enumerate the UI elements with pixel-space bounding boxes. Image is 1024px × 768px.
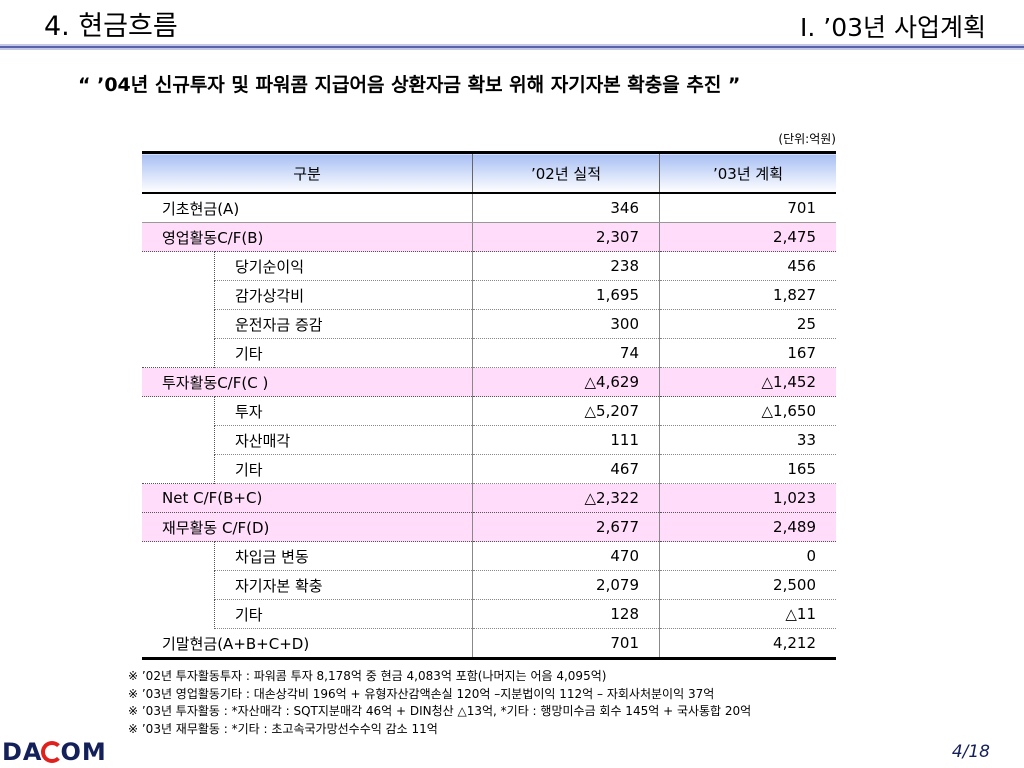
indent-cell [142, 454, 215, 484]
dacom-logo: DA OM [2, 738, 107, 766]
value-2002: 2,677 [472, 512, 660, 542]
row-label: Net C/F(B+C) [142, 483, 473, 513]
value-2002: 346 [472, 193, 660, 223]
indent-cell [142, 338, 215, 368]
value-2003: 701 [659, 193, 836, 223]
table-row: 영업활동C/F(B) 2,307 2,475 [142, 222, 836, 252]
logo-text-left: DA [2, 738, 43, 766]
value-2003: △1,650 [659, 396, 836, 426]
indent-cell [142, 251, 215, 281]
table-row: 감가상각비 1,695 1,827 [142, 280, 836, 310]
value-2003: △1,452 [659, 367, 836, 397]
slide-subtitle: “ ’04년 신규투자 및 파워콤 지급어음 상환자금 확보 위해 자기자본 확… [78, 74, 741, 96]
row-label: 자산매각 [214, 425, 473, 455]
row-label: 기초현금(A) [142, 193, 473, 223]
cash-flow-table: 구분 ’02년 실적 ’03년 계획 기초현금(A) 346 701 영업활동C/F(… [142, 151, 836, 660]
value-2003: 1,827 [659, 280, 836, 310]
footnotes: ※ ’02년 투자활동투자 : 파워콤 투자 8,178억 중 현금 4,083… [128, 668, 751, 738]
table-row: Net C/F(B+C) △2,322 1,023 [142, 483, 836, 513]
table-row: 투자활동C/F(C ) △4,629 △1,452 [142, 367, 836, 397]
value-2002: 467 [472, 454, 660, 484]
table-row: 자기자본 확충 2,079 2,500 [142, 570, 836, 600]
value-2003: 2,500 [659, 570, 836, 600]
value-2003: 167 [659, 338, 836, 368]
value-2002: 74 [472, 338, 660, 368]
footnote: ※ ’03년 투자활동 : *자산매각 : SQT지분매각 46억 + DIN청… [128, 704, 752, 718]
table-row: 재무활동 C/F(D) 2,677 2,489 [142, 512, 836, 542]
footnote: ※ ’03년 영업활동기타 : 대손상각비 196억 + 유형자산감액손실 12… [128, 686, 715, 701]
value-2002: △4,629 [472, 367, 660, 397]
header-divider [0, 44, 1024, 50]
value-2002: △2,322 [472, 483, 660, 513]
row-label: 기타 [214, 599, 473, 629]
table-row: 운전자금 증감 300 25 [142, 309, 836, 339]
indent-cell [142, 280, 215, 310]
value-2003: 25 [659, 309, 836, 339]
row-label: 투자활동C/F(C ) [142, 367, 473, 397]
row-label: 투자 [214, 396, 473, 426]
footnote: ※ ’02년 투자활동투자 : 파워콤 투자 8,178억 중 현금 4,083… [128, 669, 607, 683]
table-row: 자산매각 111 33 [142, 425, 836, 455]
value-2003: 4,212 [659, 628, 836, 660]
unit-label: (단위:억원) [778, 132, 836, 146]
indent-cell [142, 396, 215, 426]
table-row: 기타 128 △11 [142, 599, 836, 629]
value-2003: 2,475 [659, 222, 836, 252]
value-2002: 2,079 [472, 570, 660, 600]
chapter-title: Ⅰ. ’03년 사업계획 [800, 13, 986, 42]
indent-cell [142, 425, 215, 455]
value-2002: 701 [472, 628, 660, 660]
table-header-row: 구분 ’02년 실적 ’03년 계획 [142, 151, 836, 194]
value-2003: 456 [659, 251, 836, 281]
page-number: 4/18 [951, 742, 990, 762]
row-label: 자기자본 확충 [214, 570, 473, 600]
value-2002: 470 [472, 541, 660, 571]
value-2003: 1,023 [659, 483, 836, 513]
value-2002: 128 [472, 599, 660, 629]
row-label: 영업활동C/F(B) [142, 222, 473, 252]
table-row: 기타 467 165 [142, 454, 836, 484]
indent-cell [142, 309, 215, 339]
row-label: 기말현금(A+B+C+D) [142, 628, 473, 660]
value-2003: 0 [659, 541, 836, 571]
row-label: 기타 [214, 338, 473, 368]
row-label: 운전자금 증감 [214, 309, 473, 339]
value-2003: 33 [659, 425, 836, 455]
table-row: 투자 △5,207 △1,650 [142, 396, 836, 426]
header-2002-actual: ’02년 실적 [472, 151, 660, 194]
row-label: 감가상각비 [214, 280, 473, 310]
indent-cell [142, 541, 215, 571]
value-2002: 111 [472, 425, 660, 455]
value-2002: △5,207 [472, 396, 660, 426]
indent-cell [142, 570, 215, 600]
footnote: ※ ’03년 재무활동 : *기타 : 초고속국가망선수수익 감소 11억 [128, 721, 438, 736]
table-row: 기타 74 167 [142, 338, 836, 368]
table-row: 당기순이익 238 456 [142, 251, 836, 281]
value-2002: 238 [472, 251, 660, 281]
indent-cell [142, 599, 215, 629]
value-2003: △11 [659, 599, 836, 629]
value-2002: 1,695 [472, 280, 660, 310]
logo-ring-icon [40, 741, 63, 763]
header-category: 구분 [142, 151, 473, 194]
table-row: 기말현금(A+B+C+D) 701 4,212 [142, 628, 836, 660]
header-2003-plan: ’03년 계획 [659, 151, 836, 194]
row-label: 차입금 변동 [214, 541, 473, 571]
row-label: 기타 [214, 454, 473, 484]
value-2002: 2,307 [472, 222, 660, 252]
logo-text-right: OM [60, 738, 107, 766]
row-label: 재무활동 C/F(D) [142, 512, 473, 542]
table-row: 차입금 변동 470 0 [142, 541, 836, 571]
value-2003: 2,489 [659, 512, 836, 542]
row-label: 당기순이익 [214, 251, 473, 281]
value-2002: 300 [472, 309, 660, 339]
table-row: 기초현금(A) 346 701 [142, 193, 836, 223]
section-title: 4. 현금흐름 [44, 11, 178, 42]
value-2003: 165 [659, 454, 836, 484]
